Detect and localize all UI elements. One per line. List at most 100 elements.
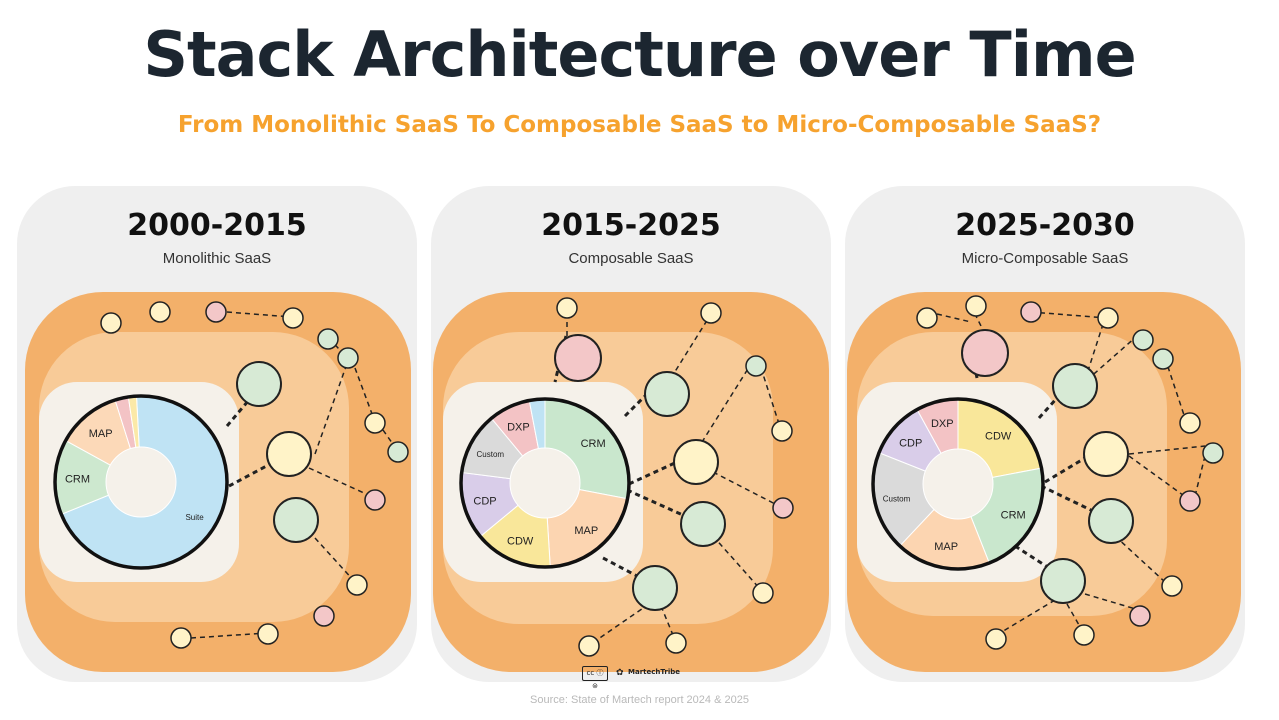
node-small [985,628,1007,650]
segment-label: Suite [185,513,204,522]
era-title: 2025-2030 [955,208,1135,243]
source-note: Source: State of Martech report 2024 & 2… [530,694,749,706]
connection-line [1014,544,1050,570]
node-small [1073,624,1095,646]
panel-diagram: CRM MAP CDW CDP Custom DXP [433,292,829,672]
panel-diagram: CDW CRM MAP Custom CDP DXP [847,292,1241,672]
connection-line [226,311,293,318]
page-title: Stack Architecture over Time [143,18,1136,91]
nodes [916,295,1224,650]
node-small [556,297,578,319]
node-small [364,489,386,511]
segment-label: MAP [934,541,958,553]
node-small [149,301,171,323]
stack-donut: Suite CRM MAP [53,394,229,570]
node-small [1097,307,1119,329]
node-small [364,412,386,434]
connection-line [760,367,782,431]
connection-line [590,603,650,645]
page-subtitle: From Monolithic SaaS To Composable SaaS … [177,112,1102,138]
segment-label: CDP [473,495,496,507]
node-small [1179,490,1201,512]
connection-line [308,467,376,499]
node-large [1088,498,1134,544]
segment-label: MAP [89,428,113,440]
stack-ring [871,397,1045,571]
connection-line [314,537,356,583]
stack-donut: CRM MAP CDW CDP Custom DXP [459,397,631,569]
era-label: Composable SaaS [568,250,694,267]
node-small [1020,301,1042,323]
connection-line [1194,455,1206,497]
connection-line [1037,396,1059,420]
node-small [752,582,774,604]
connection-line [1114,535,1166,583]
era-label: Monolithic SaaS [162,250,272,267]
segment-label: CDW [507,535,534,547]
connection-line [1044,456,1086,484]
segment-label: CRM [1001,509,1026,521]
connection-line [1086,335,1138,381]
connection-line [314,357,350,455]
node-small [282,307,304,329]
node-small [965,295,987,317]
node-large [1052,363,1098,409]
stack-ring [459,397,631,569]
node-large [644,371,690,417]
node-small [257,623,279,645]
segment-label: Custom [477,450,505,459]
connection-line [712,471,780,507]
connections [553,312,782,645]
panel-composable: CRM MAP CDW CDP Custom DXP 2015-2025 Composab… [431,186,831,682]
node-small [100,312,122,334]
node-small [170,627,192,649]
node-small [317,328,339,350]
connection-line [1084,593,1140,611]
node-small [1132,329,1154,351]
node-small [337,347,359,369]
segment-label: DXP [931,418,954,430]
node-large [632,565,678,611]
node-small [578,635,600,657]
node-small [1179,412,1201,434]
segment-label: MAP [574,525,598,537]
node-small [771,420,793,442]
node-small [313,605,335,627]
segment-label: CRM [581,438,606,450]
creative-commons-badge: cc ⓘ ⊜ [582,666,608,690]
connection-line [936,313,972,323]
segment-label: CRM [65,473,90,485]
stack-donut: CDW CRM MAP Custom CDP DXP [871,397,1045,571]
connection-line [1030,311,1108,319]
era-label: Micro-Composable SaaS [961,250,1129,267]
node-small [700,302,722,324]
connection-line [994,599,1056,637]
stack-core [922,448,994,520]
node-small [916,307,938,329]
node-large [680,501,726,547]
node-small [665,632,687,654]
stack-core [509,447,581,519]
era-title: 2000-2015 [127,208,307,243]
node-small [1152,348,1174,370]
connection-line [626,488,686,518]
connection-line [602,556,638,578]
node-large [1040,558,1086,604]
node-small [387,441,409,463]
connection-line [553,335,568,383]
panel-diagram: Suite CRM MAP [25,292,411,672]
segment-label: Custom [883,495,911,504]
nodes [554,297,794,657]
node-small [1202,442,1224,464]
nodes [100,301,409,649]
martechtribe-logo: MartechTribe [628,668,680,676]
connection-line [1040,484,1096,514]
connection-line [190,632,268,639]
connection-line [1128,445,1206,455]
connection-line [1128,455,1188,499]
connection-line [696,363,752,451]
segment-label: DXP [507,422,530,434]
node-small [1129,605,1151,627]
segment-label: CDP [899,437,922,449]
node-large [273,497,319,543]
